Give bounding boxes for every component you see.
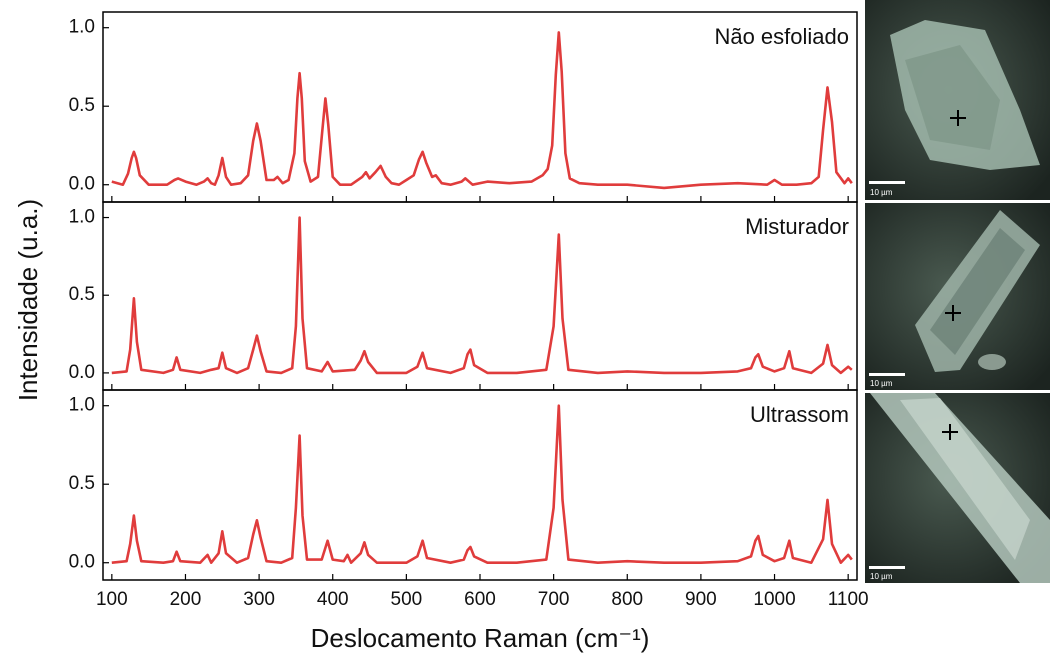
y-tick-label: 0.0	[69, 552, 95, 573]
y-tick-label: 0.5	[69, 95, 95, 116]
y-tick-label: 0.5	[69, 473, 95, 494]
panel-title: Ultrassom	[750, 402, 849, 427]
panel-title: Misturador	[745, 214, 849, 239]
x-axis-label: Deslocamento Raman (cm⁻¹)	[311, 623, 650, 653]
plot-frame	[102, 201, 858, 391]
y-tick-label: 1.0	[69, 395, 95, 416]
x-tick-label: 1000	[753, 589, 795, 610]
x-tick-label: 700	[538, 589, 570, 610]
crystal	[905, 45, 1000, 150]
panel-title: Não esfoliado	[714, 24, 849, 49]
x-tick-label: 600	[464, 589, 496, 610]
x-tick-label: 800	[611, 589, 643, 610]
scale-bar-label: 10 µm	[870, 188, 893, 197]
y-tick-label: 0.0	[69, 174, 95, 195]
particle	[978, 354, 1006, 370]
plot-frame	[102, 389, 858, 581]
crystal	[930, 228, 1025, 355]
y-tick-label: 0.5	[69, 284, 95, 305]
spectrum-line	[111, 31, 853, 190]
scale-bar	[869, 181, 905, 184]
y-tick-label: 0.0	[69, 362, 95, 383]
scale-bar-label: 10 µm	[870, 379, 893, 388]
y-axis-label: Intensidade (u.a.)	[13, 199, 43, 401]
cross-marker	[942, 424, 958, 440]
x-tick-label: 100	[96, 589, 128, 610]
x-tick-label: 1100	[828, 589, 869, 610]
x-tick-label: 500	[391, 589, 423, 610]
y-tick-label: 1.0	[69, 17, 95, 38]
crystal	[900, 398, 1030, 560]
x-tick-label: 300	[243, 589, 275, 610]
cross-marker	[945, 305, 961, 321]
scale-bar-label: 10 µm	[870, 572, 893, 581]
scale-bar	[869, 373, 905, 376]
spectrum-line	[111, 216, 853, 375]
cross-marker	[950, 110, 966, 126]
x-tick-label: 400	[317, 589, 349, 610]
spectrum-line	[111, 404, 853, 564]
micrograph	[865, 203, 1050, 390]
x-tick-label: 200	[170, 589, 202, 610]
micrograph	[865, 0, 1050, 200]
y-tick-label: 1.0	[69, 207, 95, 228]
micrograph	[865, 393, 1050, 583]
scale-bar	[869, 566, 905, 569]
x-tick-label: 900	[685, 589, 717, 610]
